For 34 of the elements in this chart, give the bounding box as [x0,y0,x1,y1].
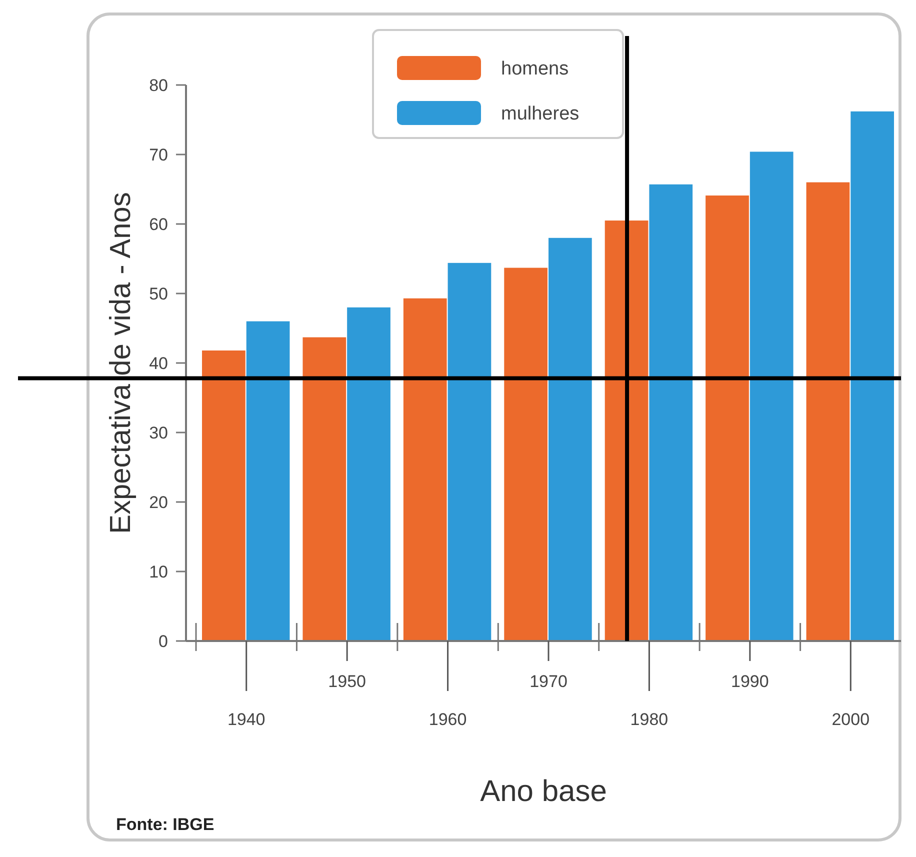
x-tick-label: 1990 [731,672,769,691]
bar [246,321,290,641]
x-tick-label: 1940 [227,710,266,729]
bar [548,238,592,641]
x-tick-label: 1970 [530,672,568,691]
bar [504,268,548,641]
bar [750,152,794,641]
bar [302,337,346,641]
bar [706,196,749,641]
bar [448,262,492,641]
y-axis-title: Expectativa de vida - Anos [105,192,137,534]
bar [403,298,447,641]
x-tick-label: 1980 [630,710,668,729]
bar [850,111,894,641]
x-tick-label: 2000 [832,710,870,729]
y-tick-label: 20 [149,492,168,512]
y-tick-label: 10 [149,562,168,582]
y-tick-label: 0 [158,632,168,651]
legend-label: homens [501,58,569,80]
bar [347,307,390,641]
y-tick-label: 40 [149,354,168,373]
y-tick-label: 30 [149,423,168,442]
y-tick-label: 50 [149,284,168,304]
y-tick-label: 80 [149,76,168,95]
x-tick-label: 1960 [428,710,467,729]
legend-label: mulheres [501,104,580,125]
x-axis-title: Ano base [480,775,607,808]
y-tick-label: 70 [149,145,168,164]
y-tick-label: 60 [149,214,168,234]
bar [202,350,246,641]
x-tick-label: 1950 [328,672,366,691]
bar [649,184,693,641]
source-note: Fonte: IBGE [116,815,214,834]
bar [806,182,850,641]
